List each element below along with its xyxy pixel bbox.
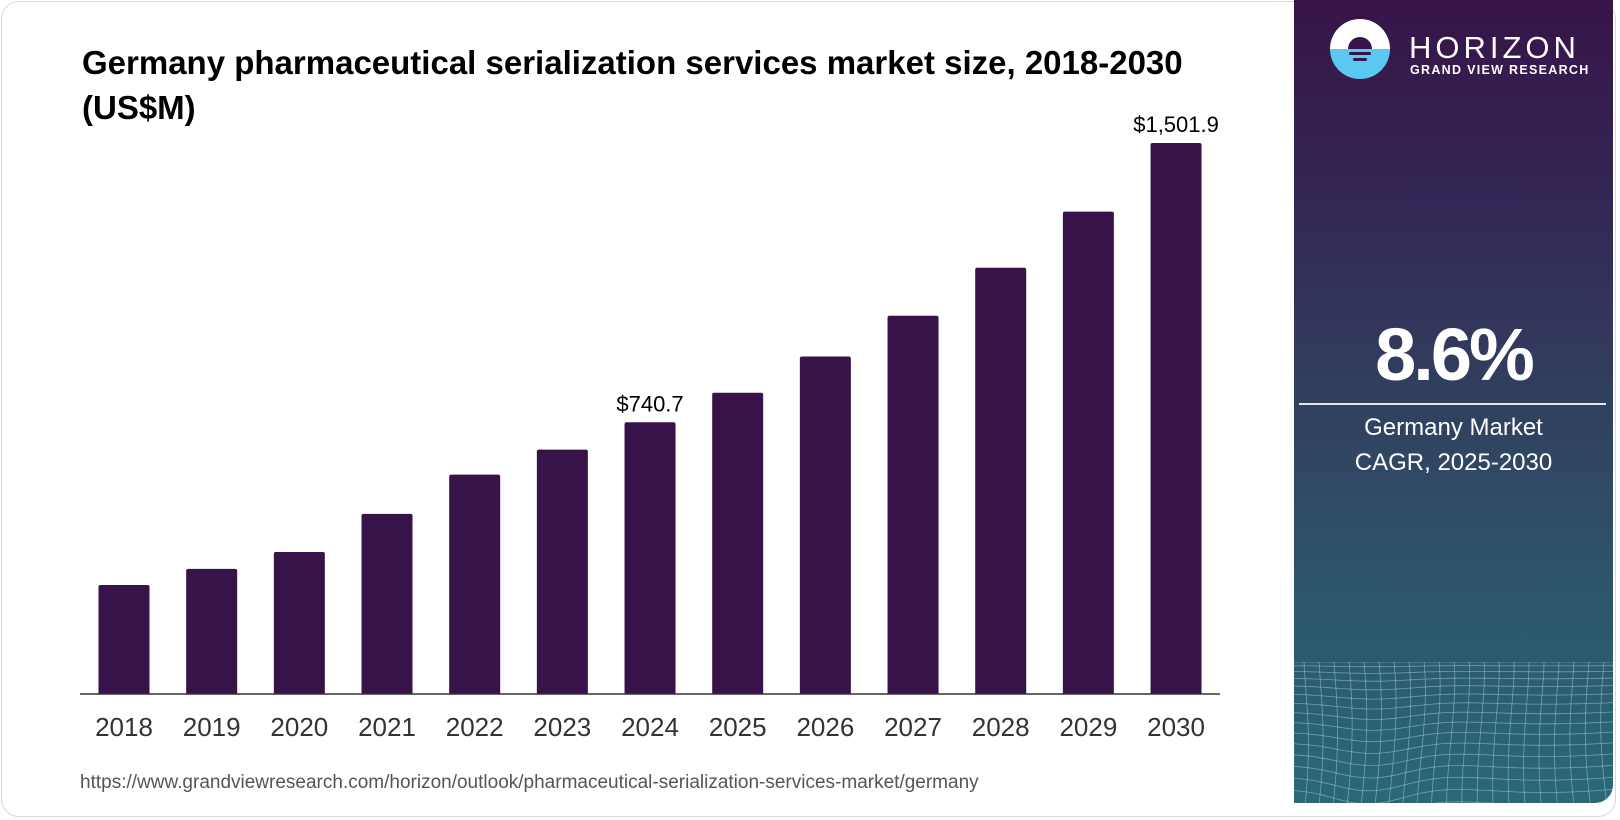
brand-name: HORIZON <box>1409 30 1580 65</box>
mesh-line <box>1294 753 1613 766</box>
mesh-line <box>1294 788 1613 803</box>
mesh-line <box>1476 662 1485 803</box>
mesh-line <box>1294 776 1613 792</box>
mesh-line <box>1402 662 1412 803</box>
mesh-line <box>1294 670 1613 674</box>
bar-2022 <box>449 474 501 694</box>
brand-subtitle: GRAND VIEW RESEARCH <box>1410 63 1590 77</box>
bar-2030 <box>1150 143 1202 694</box>
x-tick-label: 2030 <box>1147 712 1205 742</box>
data-label-2024: $740.7 <box>616 391 683 416</box>
bar-2024 <box>624 422 676 694</box>
x-tick-label: 2028 <box>972 712 1030 742</box>
mesh-line <box>1492 662 1500 803</box>
bar-2021 <box>361 513 413 694</box>
mesh-line <box>1461 662 1470 803</box>
bar-chart: 2018 2019 2020 2021 2022 2023 2024 2025 2026 2027… <box>80 112 1220 742</box>
mesh-line <box>1294 731 1613 743</box>
bar-2029 <box>1062 211 1114 694</box>
data-label-2030: $1,501.9 <box>1133 112 1219 137</box>
bar-2023 <box>536 449 588 694</box>
x-tick-label: 2020 <box>270 712 328 742</box>
mesh-line <box>1294 721 1613 731</box>
mesh-line <box>1360 662 1368 803</box>
mesh-line <box>1332 662 1338 803</box>
mesh-line <box>1374 662 1382 803</box>
value-labels: $740.7 $1,501.9 <box>616 112 1218 416</box>
x-tick-label: 2018 <box>95 712 153 742</box>
mesh-line <box>1294 693 1613 700</box>
bar-2019 <box>186 568 238 694</box>
source-url[interactable]: https://www.grandviewresearch.com/horizo… <box>80 772 979 793</box>
bar-2025 <box>712 392 764 694</box>
bar-2020 <box>273 552 325 694</box>
x-tick-label: 2021 <box>358 712 416 742</box>
x-tick-label: 2025 <box>709 712 767 742</box>
kpi-label-market: Germany Market <box>1364 414 1543 441</box>
bar-2027 <box>887 315 939 694</box>
mesh-line <box>1294 801 1613 803</box>
mesh-line <box>1431 662 1441 803</box>
mesh-line <box>1523 662 1530 803</box>
bar-2018 <box>98 585 150 694</box>
x-tick-label: 2026 <box>796 712 854 742</box>
mesh-line <box>1303 662 1309 803</box>
mesh-line <box>1538 662 1545 803</box>
x-tick-label: 2022 <box>446 712 504 742</box>
x-tick-label: 2027 <box>884 712 942 742</box>
mesh-line <box>1346 662 1353 803</box>
mesh-line <box>1416 662 1426 803</box>
mesh-line <box>1600 662 1608 803</box>
x-tick-label: 2023 <box>533 712 591 742</box>
mesh-line <box>1294 742 1613 754</box>
chart-title: Germany pharmaceutical serialization ser… <box>82 44 1183 126</box>
kpi-label-cagr: CAGR, 2025-2030 <box>1354 449 1553 476</box>
mesh-line <box>1294 677 1613 682</box>
mesh-line <box>1388 662 1397 803</box>
mesh-line <box>1294 685 1613 691</box>
x-tick-label: 2029 <box>1059 712 1117 742</box>
x-tick-label: 2024 <box>621 712 679 742</box>
mesh-line <box>1569 662 1575 803</box>
mesh-line <box>1446 662 1456 803</box>
kpi-divider <box>1299 403 1606 405</box>
bar-2026 <box>799 356 851 694</box>
mesh-line <box>1294 665 1613 668</box>
mesh-line <box>1554 662 1560 803</box>
mesh-line <box>1318 662 1324 803</box>
x-axis-labels: 2018 2019 2020 2021 2022 2023 2024 2025 2026 2027… <box>95 712 1205 742</box>
bars-group <box>98 143 1202 694</box>
mesh-decoration <box>1294 662 1613 803</box>
mesh-line <box>1294 764 1613 779</box>
mesh-line <box>1584 662 1591 803</box>
x-tick-label: 2019 <box>183 712 241 742</box>
bar-2028 <box>975 267 1027 694</box>
mesh-line <box>1507 662 1515 803</box>
kpi-panel: HORIZON GRAND VIEW RESEARCH 8.6% Germany… <box>1294 0 1613 803</box>
cagr-value: 8.6% <box>1375 313 1535 396</box>
horizon-sun-icon <box>1330 19 1390 79</box>
